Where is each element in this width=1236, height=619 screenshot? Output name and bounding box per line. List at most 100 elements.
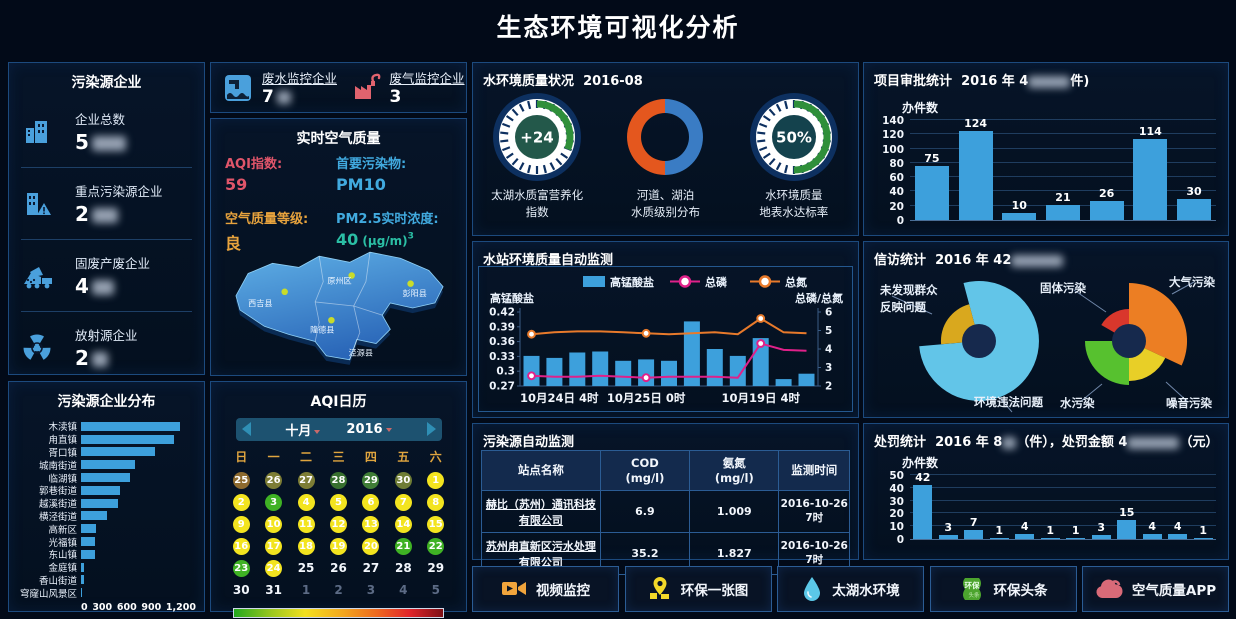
dist-bar-row: 临湖镇	[15, 471, 196, 485]
aqi-day-badge: 22	[427, 537, 445, 555]
calendar-day[interactable]: 22	[420, 536, 452, 556]
calendar-day[interactable]: 29	[420, 558, 452, 578]
calendar-day[interactable]: 5	[322, 492, 354, 512]
station-link[interactable]: 苏州甪直新区污水处理有限公司	[485, 539, 596, 569]
monitor-label-link[interactable]: 废水监控企业	[262, 71, 338, 86]
dist-bar-track	[81, 537, 196, 547]
stat-label: 企业总数	[75, 112, 126, 127]
weekday-label: 四	[364, 450, 377, 464]
calendar-year-select[interactable]: 2016	[346, 422, 392, 437]
calendar-day[interactable]: 23	[225, 558, 257, 578]
station-link[interactable]: 赫比（苏州）通讯科技有限公司	[485, 497, 596, 527]
calendar-day[interactable]: 25	[290, 558, 322, 578]
air-stat-unit: (μg/m)	[358, 234, 408, 248]
calendar-day[interactable]: 2	[225, 492, 257, 512]
calendar-day[interactable]: 26	[257, 470, 289, 490]
dist-bar-row: 金庭镇	[15, 561, 196, 574]
svg-text:0.3: 0.3	[496, 366, 515, 378]
calendar-next-icon[interactable]	[426, 422, 436, 436]
calendar-day[interactable]: 31	[257, 580, 289, 600]
gauge-chart: +24 太湖水质富营养化 指数	[477, 91, 597, 222]
calendar-day[interactable]: 27	[290, 470, 322, 490]
bar-group: 4	[1015, 520, 1035, 539]
calendar-day[interactable]: 24	[257, 558, 289, 578]
calendar-day[interactable]: 28	[322, 470, 354, 490]
plot-area: 42 3 7 1 4 1 1 3 15 4 4 1	[910, 471, 1216, 540]
dist-bar-track	[81, 460, 196, 470]
aqi-day-badge: 24	[265, 559, 283, 577]
calendar-day[interactable]: 18	[290, 536, 322, 556]
calendar-day[interactable]: 8	[420, 492, 452, 512]
redacted-value	[91, 208, 118, 223]
panel-title: AQI日历	[310, 394, 367, 410]
aqi-day-badge: 10	[265, 515, 283, 533]
monitor-label-link[interactable]: 废气监控企业	[389, 71, 465, 86]
bar-value-label: 114	[1138, 124, 1162, 138]
calendar-day[interactable]: 7	[387, 492, 419, 512]
calendar-day[interactable]: 9	[225, 514, 257, 534]
calendar-day[interactable]: 4	[290, 492, 322, 512]
bar-group: 42	[913, 471, 933, 539]
time-cell: 2016-10-26 7时	[778, 532, 850, 575]
bar-group: 15	[1117, 506, 1137, 539]
calendar-day[interactable]: 28	[387, 558, 419, 578]
y-tick-label: 50	[889, 470, 904, 482]
dist-category-label: 越溪街道	[38, 499, 77, 511]
calendar-day[interactable]: 26	[322, 558, 354, 578]
icon-cell	[21, 260, 65, 292]
calendar-prev-icon[interactable]	[241, 422, 251, 436]
calendar-day[interactable]: 2	[322, 580, 354, 600]
app-button-label: 环保头条	[993, 583, 1048, 599]
calendar-day[interactable]: 4	[387, 580, 419, 600]
aqi-day-badge: 27	[297, 471, 315, 489]
monitor-text: 废气监控企业 3	[390, 68, 465, 107]
page-title: 生态环境可视化分析	[496, 13, 740, 42]
bar	[1133, 138, 1168, 220]
calendar-day[interactable]: 14	[387, 514, 419, 534]
app-button-map-pin[interactable]: 环保一张图	[624, 566, 772, 612]
calendar-day[interactable]: 6	[355, 492, 387, 512]
calendar-day[interactable]: 12	[322, 514, 354, 534]
calendar-day[interactable]: 20	[355, 536, 387, 556]
grid-line	[910, 190, 1216, 192]
calendar-day[interactable]: 27	[355, 558, 387, 578]
waste-truck-icon	[21, 260, 65, 292]
calendar-day[interactable]: 17	[257, 536, 289, 556]
bar-value-label: 15	[1119, 505, 1135, 519]
calendar-day[interactable]: 30	[387, 470, 419, 490]
time-cell: 2016-10-26 7时	[778, 490, 850, 533]
calendar-day[interactable]: 16	[225, 536, 257, 556]
calendar-day[interactable]: 3	[355, 580, 387, 600]
app-button-cloud[interactable]: 空气质量APP	[1082, 566, 1229, 612]
calendar-day[interactable]: 30	[225, 580, 257, 600]
rose-chart	[891, 266, 1054, 416]
calendar-day[interactable]: 10	[257, 514, 289, 534]
calendar-day[interactable]: 11	[290, 514, 322, 534]
column-header: COD (mg/l)	[599, 450, 691, 491]
calendar-day[interactable]: 1	[420, 470, 452, 490]
calendar-day[interactable]: 15	[420, 514, 452, 534]
calendar-day[interactable]: 3	[257, 492, 289, 512]
weekday-label: 五	[397, 450, 410, 464]
app-button-headline[interactable]: 环保 头条 环保头条	[929, 566, 1077, 612]
region-map[interactable]: 西吉县 原州区 彭阳县 隆德县 泾源县	[217, 241, 460, 373]
gas-factory-icon	[351, 73, 381, 103]
grid-line	[910, 499, 1216, 501]
aqi-day-badge: 19	[329, 537, 347, 555]
app-button-video[interactable]: 视频监控	[472, 566, 619, 612]
building-alert-icon	[21, 188, 65, 220]
calendar-day[interactable]: 1	[290, 580, 322, 600]
calendar-day[interactable]: 5	[420, 580, 452, 600]
app-button-water-drop[interactable]: 太湖水环境	[777, 566, 924, 612]
rose-label-air: 大气污染	[1169, 275, 1215, 289]
calendar-day[interactable]: 13	[355, 514, 387, 534]
bar-value-label: 7	[969, 516, 978, 530]
calendar-day[interactable]: 25	[225, 470, 257, 490]
calendar-day[interactable]: 29	[355, 470, 387, 490]
calendar-day[interactable]: 21	[387, 536, 419, 556]
icon-cell	[21, 332, 65, 364]
calendar-day[interactable]: 19	[322, 536, 354, 556]
y-tick-label: 120	[882, 129, 904, 142]
panel-petition: 信访统计 2016 年 42 未发现群众 反映问题 环境违法问题 固体污染 大气污…	[863, 241, 1229, 418]
calendar-month-select[interactable]: 十月	[285, 420, 321, 439]
